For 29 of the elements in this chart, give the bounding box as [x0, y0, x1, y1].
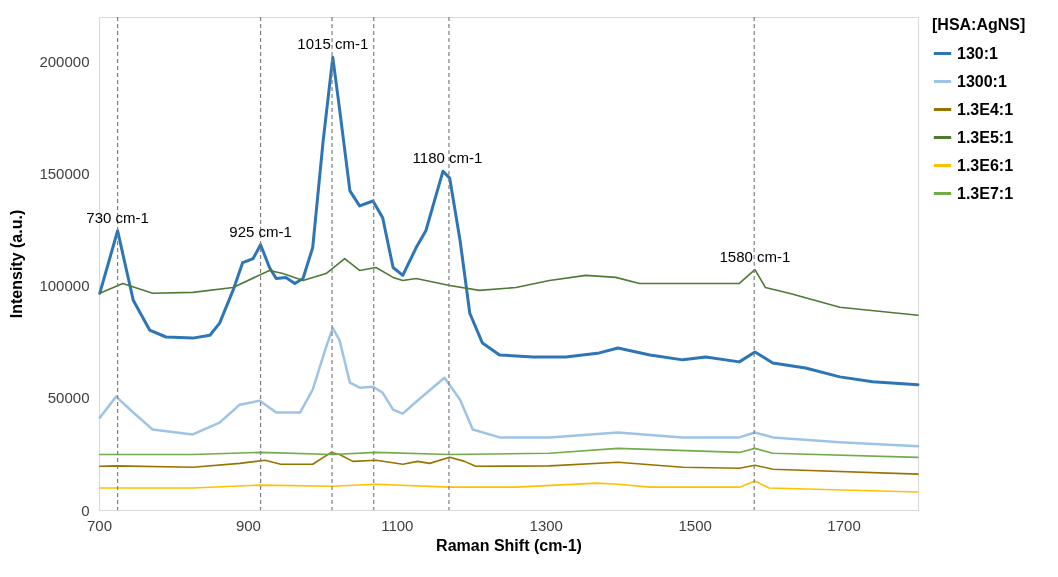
legend-label: 1300:1 [957, 72, 1007, 90]
y-tick-label: 100000 [39, 277, 90, 295]
x-tick-label: 1500 [678, 516, 712, 534]
line-series [98, 447, 919, 459]
y-tick-label: 150000 [39, 165, 90, 183]
annotation: 1580 cm-1 [719, 247, 791, 265]
legend-title: [HSA:AgNS] [932, 16, 1026, 33]
legend-label: 130:1 [957, 44, 999, 62]
legend-label: 1.3E7:1 [957, 184, 1014, 202]
line-series [98, 326, 920, 448]
y-tick-label: 0 [81, 501, 90, 519]
legend-label: 1.3E4:1 [957, 100, 1014, 118]
annotation: 1015 cm-1 [297, 35, 369, 53]
x-tick-label: 900 [235, 516, 261, 534]
x-tick-label: 700 [86, 516, 113, 534]
x-tick-label: 1100 [381, 516, 414, 534]
annotation: 1180 cm-1 [412, 149, 483, 167]
y-tick-label: 200000 [39, 53, 90, 71]
x-tick-label: 1700 [827, 516, 861, 534]
y-tick-label: 50000 [47, 389, 90, 407]
line-series [98, 451, 919, 475]
line-series [98, 480, 919, 493]
annotation: 925 cm-1 [229, 222, 292, 240]
x-axis-title: Raman Shift (cm-1) [436, 536, 582, 554]
legend-label: 1.3E6:1 [957, 156, 1014, 174]
legend-label: 1.3E5:1 [957, 128, 1014, 146]
annotation: 730 cm-1 [86, 208, 149, 226]
x-tick-label: 1300 [529, 516, 563, 534]
y-axis-title: Intensity (a.u.) [8, 209, 26, 319]
